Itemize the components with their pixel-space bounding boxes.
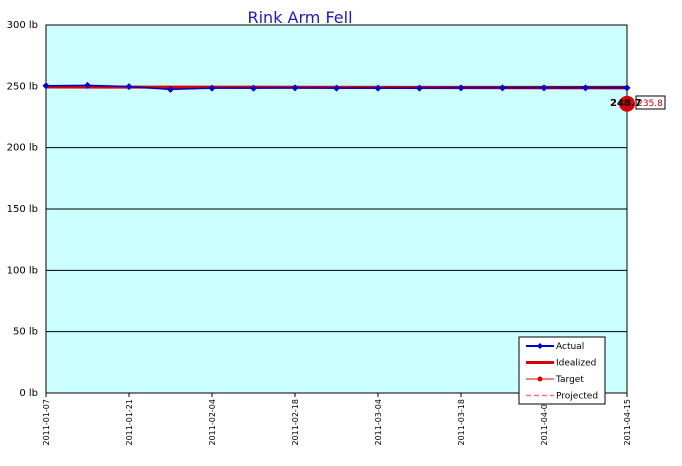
x-tick-label: 2011-02-18	[291, 399, 300, 446]
legend-label: Target	[555, 375, 584, 385]
legend-marker	[537, 376, 543, 382]
x-tick-label: 2011-01-21	[125, 399, 134, 446]
y-tick-label: 0 lb	[19, 388, 38, 399]
series-actual-point	[540, 84, 548, 92]
series-actual-point	[84, 81, 91, 89]
x-tick-label: 2011-02-04	[208, 399, 217, 446]
y-tick-label: 50 lb	[13, 327, 38, 338]
y-tick-label: 200 lb	[7, 143, 38, 154]
series-actual-point	[374, 84, 382, 92]
target-label: 235.8	[637, 99, 663, 109]
legend-entry-actual: Actual	[526, 342, 584, 352]
end-weight-label: 248.7	[610, 98, 642, 109]
plot-border	[45, 24, 628, 394]
series-layer	[42, 81, 635, 112]
series-target-point	[619, 95, 635, 112]
series-actual-point	[208, 84, 216, 92]
x-tick-label: 2011-01-07	[42, 399, 51, 446]
legend-entry-idealized: Idealized	[526, 359, 596, 369]
series-actual-point	[499, 84, 506, 92]
series-actual-point	[291, 84, 299, 92]
target-label-box	[635, 95, 666, 110]
series-actual-point	[125, 83, 133, 91]
legend-label: Actual	[556, 342, 584, 352]
legend-entry-projected: Projected	[526, 392, 598, 402]
y-tick-label: 100 lb	[7, 265, 38, 276]
series-actual-point	[167, 85, 174, 93]
end-annotations: 235.8 248.7	[610, 95, 666, 110]
series-actual-point	[250, 84, 257, 92]
series-actual-point	[42, 82, 50, 90]
y-tick-label: 300 lb	[7, 20, 38, 31]
y-tick-label: 150 lb	[7, 204, 38, 215]
y-axis-ticks: 0 lb 50 lb 100 lb 150 lb 200 lb 250 lb 300 lb	[7, 20, 38, 399]
y-tick-label: 250 lb	[7, 81, 38, 92]
series-actual-point	[457, 84, 465, 92]
legend-label: Projected	[556, 392, 598, 402]
series-actual-point	[623, 84, 631, 92]
series-actual-point	[333, 84, 340, 92]
x-tick-label: 2011-03-04	[374, 399, 383, 446]
x-tick-label: 2011-03-18	[457, 399, 466, 446]
series-actual-point	[582, 84, 589, 92]
legend: Actual Idealized Target Projected	[518, 336, 606, 405]
series-actual-point	[416, 84, 423, 92]
x-tick-label: 2011-04-15	[623, 399, 632, 446]
legend-entry-target: Target	[526, 375, 584, 385]
legend-marker	[537, 343, 543, 349]
x-tick-label: 2011-04-01	[540, 399, 549, 446]
chart-title: Rink Arm Fell	[247, 8, 352, 27]
legend-box	[518, 336, 606, 405]
legend-label: Idealized	[556, 359, 596, 369]
x-axis-ticks: 2011-01-07 2011-01-21 2011-02-04 2011-02-18…	[42, 393, 632, 446]
